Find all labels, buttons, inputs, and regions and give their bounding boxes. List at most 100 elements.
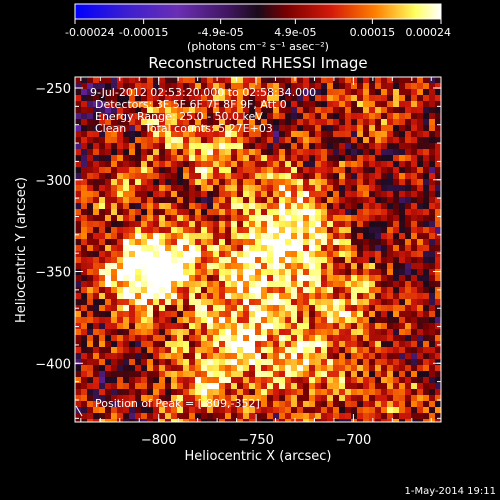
heatmap-cell — [357, 179, 363, 185]
heatmap-cell — [267, 305, 273, 311]
heatmap-cell — [261, 419, 267, 422]
heatmap-cell — [93, 269, 99, 275]
heatmap-cell — [429, 251, 435, 257]
heatmap-cell — [435, 167, 441, 173]
heatmap-cell — [195, 215, 201, 221]
heatmap-cell — [375, 359, 381, 365]
heatmap-cell — [405, 113, 411, 119]
heatmap-cell — [315, 221, 321, 227]
heatmap-cell — [141, 329, 147, 335]
heatmap-cell — [141, 125, 147, 131]
heatmap-cell — [435, 299, 441, 305]
heatmap-cell — [249, 257, 255, 263]
heatmap-cell — [87, 251, 93, 257]
heatmap-cell — [237, 281, 243, 287]
heatmap-cell — [225, 335, 231, 341]
heatmap-cell — [303, 275, 309, 281]
heatmap-cell — [261, 329, 267, 335]
heatmap-cell — [393, 251, 399, 257]
heatmap-cell — [189, 335, 195, 341]
heatmap-cell — [231, 419, 237, 422]
heatmap-cell — [177, 389, 183, 395]
heatmap-cell — [411, 371, 417, 377]
heatmap-cell — [195, 341, 201, 347]
heatmap-cell — [345, 299, 351, 305]
heatmap-cell — [153, 233, 159, 239]
heatmap-cell — [93, 77, 99, 83]
heatmap-cell — [357, 227, 363, 233]
heatmap-cell — [363, 281, 369, 287]
heatmap-cell — [351, 233, 357, 239]
heatmap-cell — [273, 377, 279, 383]
heatmap-cell — [429, 407, 435, 413]
heatmap-cell — [321, 329, 327, 335]
heatmap-cell — [153, 317, 159, 323]
heatmap-cell — [261, 293, 267, 299]
heatmap-cell — [321, 227, 327, 233]
heatmap-cell — [255, 155, 261, 161]
heatmap-cell — [243, 149, 249, 155]
heatmap-cell — [399, 77, 405, 83]
heatmap-cell — [225, 419, 231, 422]
heatmap-cell — [141, 383, 147, 389]
heatmap-cell — [285, 281, 291, 287]
heatmap-cell — [177, 149, 183, 155]
heatmap-cell — [165, 311, 171, 317]
heatmap-cell — [399, 155, 405, 161]
heatmap-cell — [87, 119, 93, 125]
heatmap-cell — [87, 389, 93, 395]
heatmap-cell — [165, 131, 171, 137]
heatmap-cell — [237, 101, 243, 107]
heatmap-cell — [417, 245, 423, 251]
heatmap-cell — [351, 395, 357, 401]
heatmap-cell — [357, 149, 363, 155]
heatmap-cell — [279, 419, 285, 422]
heatmap-cell — [315, 353, 321, 359]
heatmap-cell — [111, 347, 117, 353]
heatmap-cell — [321, 113, 327, 119]
heatmap-cell — [429, 377, 435, 383]
heatmap-cell — [267, 341, 273, 347]
heatmap-cell — [351, 197, 357, 203]
heatmap-cell — [345, 227, 351, 233]
heatmap-cell — [357, 377, 363, 383]
heatmap-cell — [135, 251, 141, 257]
heatmap-cell — [291, 161, 297, 167]
heatmap-cell — [87, 101, 93, 107]
heatmap-cell — [327, 305, 333, 311]
heatmap-cell — [429, 395, 435, 401]
heatmap-cell — [261, 245, 267, 251]
heatmap-cell — [369, 191, 375, 197]
heatmap-cell — [255, 149, 261, 155]
heatmap-cell — [87, 77, 93, 83]
heatmap-cell — [273, 311, 279, 317]
heatmap-cell — [129, 125, 135, 131]
heatmap-cell — [189, 371, 195, 377]
heatmap-cell — [87, 287, 93, 293]
heatmap-cell — [201, 149, 207, 155]
heatmap-cell — [369, 77, 375, 83]
heatmap-cell — [111, 341, 117, 347]
heatmap-cell — [315, 329, 321, 335]
heatmap-cell — [189, 317, 195, 323]
heatmap-cell — [267, 377, 273, 383]
heatmap-cell — [285, 179, 291, 185]
heatmap-cell — [81, 239, 87, 245]
heatmap-cell — [105, 83, 111, 89]
heatmap-cell — [129, 281, 135, 287]
heatmap-cell — [309, 83, 315, 89]
heatmap-cell — [129, 209, 135, 215]
heatmap-cell — [381, 401, 387, 407]
heatmap-cell — [81, 173, 87, 179]
heatmap-cell — [183, 419, 189, 422]
heatmap-cell — [189, 107, 195, 113]
heatmap-cell — [111, 377, 117, 383]
heatmap-cell — [285, 119, 291, 125]
heatmap-cell — [105, 185, 111, 191]
heatmap-cell — [255, 305, 261, 311]
heatmap-cell — [243, 311, 249, 317]
heatmap-cell — [147, 347, 153, 353]
heatmap-cell — [129, 113, 135, 119]
heatmap-cell — [75, 413, 81, 419]
heatmap-cell — [99, 155, 105, 161]
